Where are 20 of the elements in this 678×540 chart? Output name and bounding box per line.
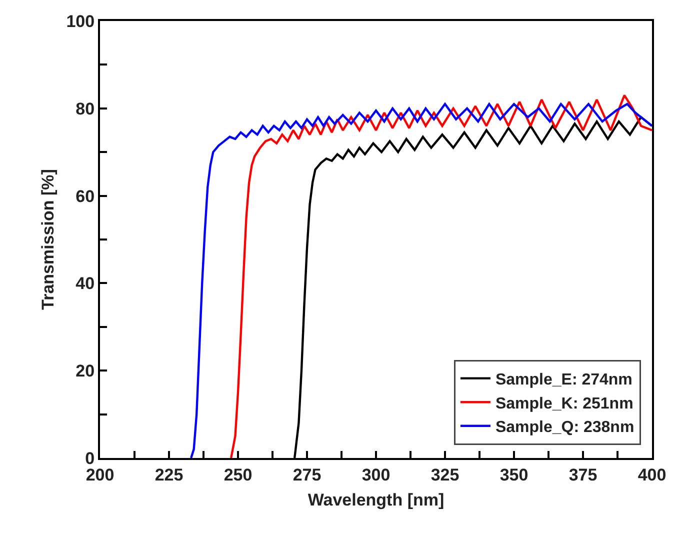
y-tick-label: 40 bbox=[76, 274, 95, 294]
y-tick-label: 80 bbox=[76, 99, 95, 118]
x-axis-title: Wavelength [nm] bbox=[308, 490, 444, 510]
legend-label: Sample_Q: 238nm bbox=[495, 419, 634, 436]
y-axis-title: Transmission [%] bbox=[38, 169, 58, 310]
y-tick-label: 0 bbox=[85, 448, 95, 468]
y-tick-label: 20 bbox=[76, 362, 95, 381]
x-tick-label: 325 bbox=[430, 465, 460, 484]
x-tick-label: 275 bbox=[292, 465, 322, 484]
x-tick-label: 350 bbox=[500, 465, 528, 484]
x-tick-label: 250 bbox=[224, 465, 252, 484]
x-tick-label: 200 bbox=[86, 465, 114, 484]
y-tick-label: 100 bbox=[66, 12, 95, 31]
x-tick-label: 225 bbox=[154, 465, 184, 484]
x-tick-label: 400 bbox=[638, 465, 666, 484]
legend-label: Sample_K: 251nm bbox=[495, 395, 634, 412]
x-tick-label: 375 bbox=[568, 465, 598, 484]
x-tick-label: 300 bbox=[362, 465, 390, 484]
y-tick-label: 60 bbox=[76, 186, 95, 206]
legend-label: Sample_E: 274nm bbox=[495, 372, 632, 389]
